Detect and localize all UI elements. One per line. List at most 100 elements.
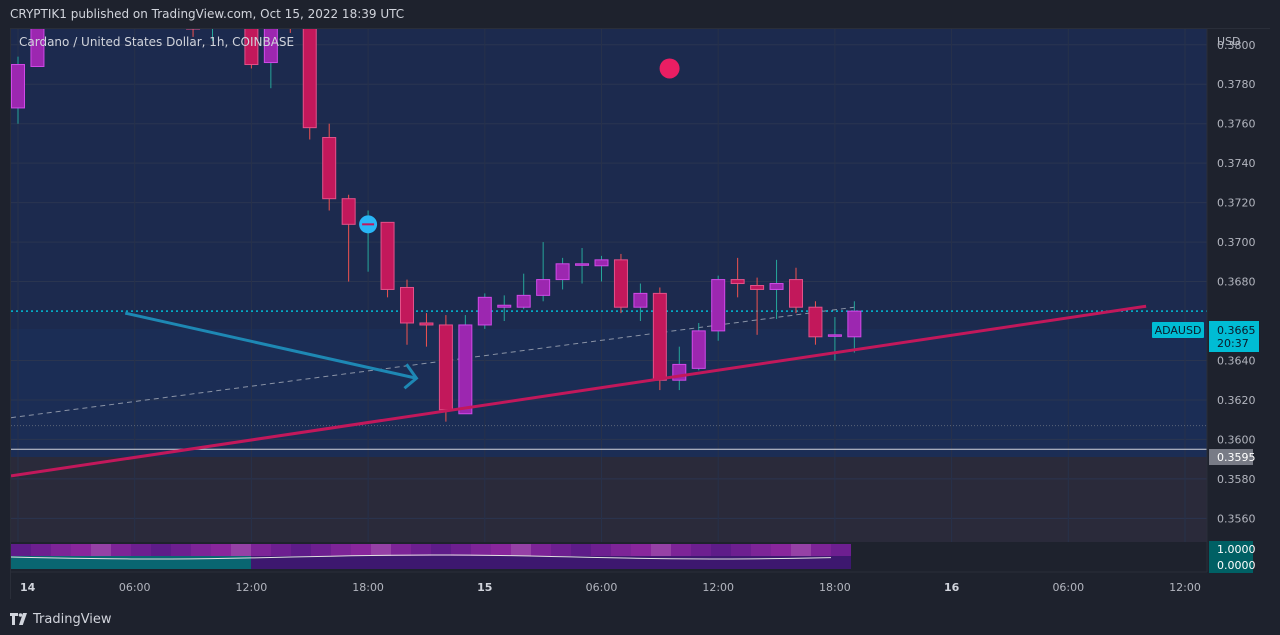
below-level-zone [11,457,1207,542]
arrow-line[interactable] [124,311,417,380]
time-tick-label: 18:00 [819,581,851,594]
candle [652,287,667,391]
candle-body [11,64,25,109]
indicator-cell [251,544,271,556]
candle-body [808,306,823,338]
indicator-cell [91,544,111,556]
price-band-lower [11,329,1207,457]
candle-body [633,292,648,308]
candle [711,275,726,341]
indicator-cell [831,556,851,569]
marker-circle [659,58,680,79]
indicator-cell [511,556,531,569]
price-axis[interactable]: USD 0.3800 0.3780 0.3760 0.3740 0.3720 0.3700… [1206,29,1271,572]
indicator-cell [291,556,311,569]
currency-label: USD [1217,35,1241,48]
countdown-text: 20:37 [1217,337,1249,350]
indicator-heatmap [11,544,851,569]
blue-dot-marker[interactable] [359,215,378,234]
time-tick-label: 18:00 [352,581,384,594]
indicator-cell [771,556,791,569]
tradingview-brand[interactable]: TradingView [10,612,112,627]
candle-body [847,310,862,338]
indicator-cell [311,544,331,556]
price-tick-label: 0.3800 [1217,39,1256,52]
indicator-cell [791,556,811,569]
candle-body [691,330,706,369]
time-tick-label: 12:00 [236,581,268,594]
time-tick-label: 06:00 [1052,581,1084,594]
indicator-cell [831,544,851,556]
indicator-cell [811,544,831,556]
price-tick-label: 0.3680 [1217,276,1256,289]
candle [575,248,590,284]
indicator-cell [51,544,71,556]
candle [263,29,278,89]
candle-body [497,304,512,308]
candle-body [341,198,356,225]
symbol-legend[interactable]: Cardano / United States Dollar, 1h, COIN… [19,35,294,49]
indicator-cell [291,544,311,556]
level-price-badge: 0.3595 [1209,449,1256,465]
indicator-cell [671,556,691,569]
indicator-cell [731,556,751,569]
candle [400,279,414,345]
candle-body [477,296,492,326]
indicator-cell [31,556,51,569]
indicator-cell [811,556,831,569]
indicator-cell [71,544,91,556]
price-tick-label: 0.3760 [1217,118,1256,131]
indicator-cell [551,544,571,556]
indicator-value-badges: 1.0000 0.0000 [1209,541,1256,573]
last-price-text: 0.3665 [1217,324,1256,337]
indicator-cell [211,544,231,556]
candle-body [400,286,414,324]
dashed-guide-line[interactable] [11,306,855,419]
indicator-cell [271,544,291,556]
trendline[interactable] [11,304,1147,478]
indicator-cell [411,544,431,556]
indicator-cell [411,556,431,569]
price-ticks: 0.3800 0.3780 0.3760 0.3740 0.3720 0.3700 0.36… [1217,39,1256,526]
time-tick-label: 14 [20,581,36,594]
candle-body [438,324,453,411]
arrow-head [403,363,419,390]
publish-info: CRYPTIK1 published on TradingView.com, O… [10,7,405,21]
time-axis[interactable]: 14 06:00 12:00 18:00 15 06:00 12:00 18:00 16 06:0… [11,571,1271,600]
indicator-cell [151,556,171,569]
time-tick-label: 06:00 [586,581,618,594]
indicator-cell [371,556,391,569]
candle-body [789,279,803,308]
red-dot-marker[interactable] [659,58,680,79]
indicator-cell [431,556,451,569]
indicator-cell [231,544,251,556]
indicator-cell [551,556,571,569]
indicator-cell [331,556,351,569]
price-tick-label: 0.3560 [1217,512,1256,525]
price-tick-label: 0.3700 [1217,236,1256,249]
candle [516,273,531,310]
chart-pane[interactable]: USD 0.3800 0.3780 0.3760 0.3740 0.3720 0.3700… [10,28,1271,600]
symbol-tag-badge: ADAUSD [1152,322,1204,338]
time-tick-label: 12:00 [1169,581,1201,594]
indicator-line [11,554,832,560]
candle-body [750,285,765,290]
candle-body [827,334,842,337]
indicator-cell [491,544,511,556]
indicator-cell [451,544,471,556]
candle [847,301,862,353]
candle [438,315,453,422]
candle [633,283,648,322]
indicator-cell [71,556,91,569]
indicator-cell [751,556,771,569]
symbol-tag-text: ADAUSD [1155,324,1202,337]
indicator-cell [11,544,31,556]
tradingview-text: TradingView [33,611,112,627]
indicator-cell [331,544,351,556]
candle-body [555,263,570,281]
indicator-pane[interactable] [11,542,1207,572]
candle [458,315,473,415]
chart-canvas[interactable]: USD 0.3800 0.3780 0.3760 0.3740 0.3720 0.3700… [11,29,1271,600]
price-tick-label: 0.3580 [1217,473,1256,486]
indicator-cell [611,556,631,569]
